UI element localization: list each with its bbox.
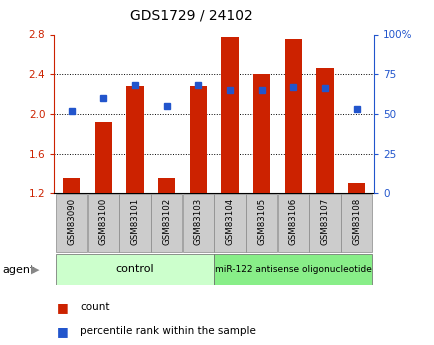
Text: ■: ■ bbox=[56, 300, 68, 314]
Text: control: control bbox=[115, 264, 154, 274]
Bar bbox=[126, 86, 144, 193]
Bar bbox=[347, 183, 365, 193]
Text: ▶: ▶ bbox=[31, 265, 40, 275]
FancyBboxPatch shape bbox=[119, 195, 151, 253]
Bar bbox=[221, 38, 238, 193]
Bar bbox=[284, 39, 301, 193]
Text: GSM83103: GSM83103 bbox=[194, 198, 202, 245]
Text: GSM83090: GSM83090 bbox=[67, 198, 76, 245]
FancyBboxPatch shape bbox=[182, 195, 214, 253]
FancyBboxPatch shape bbox=[246, 195, 277, 253]
Text: GSM83107: GSM83107 bbox=[320, 198, 329, 245]
Text: GSM83108: GSM83108 bbox=[352, 198, 360, 245]
FancyBboxPatch shape bbox=[214, 254, 372, 285]
FancyBboxPatch shape bbox=[214, 195, 245, 253]
Text: ■: ■ bbox=[56, 325, 68, 338]
FancyBboxPatch shape bbox=[340, 195, 372, 253]
Text: GSM83106: GSM83106 bbox=[288, 198, 297, 245]
Text: GSM83102: GSM83102 bbox=[162, 198, 171, 245]
Bar bbox=[95, 122, 112, 193]
Bar bbox=[158, 178, 175, 193]
FancyBboxPatch shape bbox=[277, 195, 308, 253]
Bar bbox=[189, 86, 207, 193]
FancyBboxPatch shape bbox=[56, 195, 87, 253]
Text: GSM83104: GSM83104 bbox=[225, 198, 234, 245]
Text: percentile rank within the sample: percentile rank within the sample bbox=[80, 326, 256, 336]
Text: GDS1729 / 24102: GDS1729 / 24102 bbox=[130, 9, 252, 23]
Text: count: count bbox=[80, 302, 110, 312]
Text: miR-122 antisense oligonucleotide: miR-122 antisense oligonucleotide bbox=[214, 265, 371, 274]
Text: agent: agent bbox=[2, 265, 34, 275]
FancyBboxPatch shape bbox=[56, 254, 214, 285]
FancyBboxPatch shape bbox=[88, 195, 119, 253]
FancyBboxPatch shape bbox=[151, 195, 182, 253]
Text: GSM83105: GSM83105 bbox=[256, 198, 266, 245]
Bar bbox=[63, 178, 80, 193]
Text: GSM83101: GSM83101 bbox=[130, 198, 139, 245]
Bar bbox=[253, 74, 270, 193]
Text: GSM83100: GSM83100 bbox=[99, 198, 108, 245]
FancyBboxPatch shape bbox=[309, 195, 340, 253]
Bar bbox=[316, 68, 333, 193]
